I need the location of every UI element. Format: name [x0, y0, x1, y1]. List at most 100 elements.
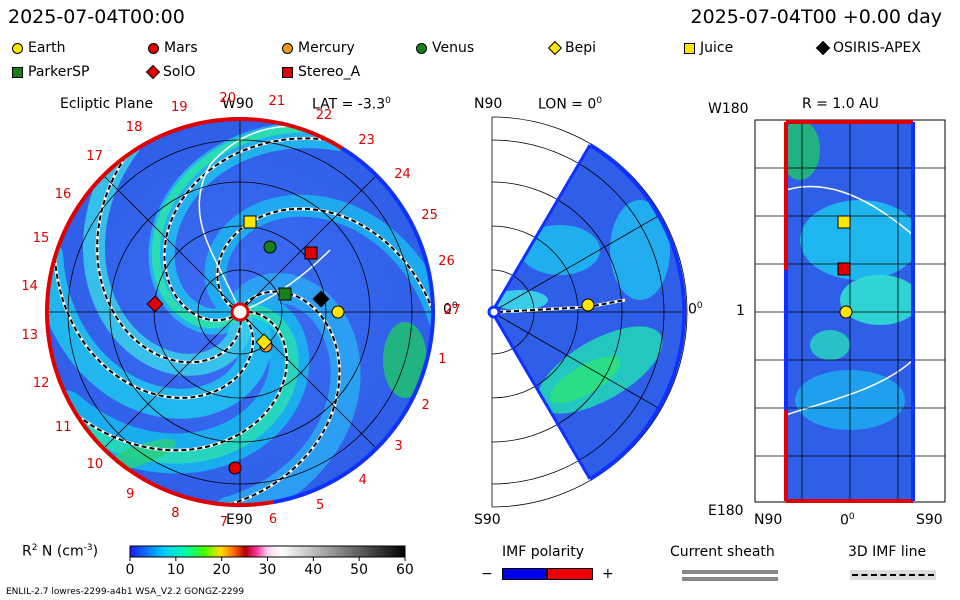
carrington-label: 20 [219, 91, 236, 107]
legend-label: Earth [28, 40, 66, 56]
grid-spoke [492, 311, 661, 410]
carrington-label: 16 [54, 186, 72, 202]
density-band [520, 225, 600, 275]
juice-marker [837, 215, 851, 229]
carrington-label: 9 [126, 486, 135, 502]
imf-line [60, 310, 288, 452]
imf-negative-swatch [502, 568, 547, 580]
stereo-a-marker [304, 246, 318, 260]
carrington-label: 11 [54, 419, 72, 435]
legend-osiris-apex: OSIRIS-APEX [815, 40, 921, 56]
carrington-label: 19 [170, 99, 188, 115]
mars-marker [228, 461, 242, 475]
carrington-label: 21 [268, 94, 286, 110]
grid-ring [491, 116, 688, 508]
imf-plus: + [602, 566, 614, 582]
boundary-positive-arc [173, 117, 344, 151]
density-band [47, 240, 271, 419]
boundary-edge [490, 144, 592, 313]
legend-mars: Mars [148, 40, 198, 56]
current-sheath-line [198, 125, 321, 313]
carrington-label: 22 [315, 108, 333, 124]
earth-marker [331, 305, 345, 319]
carrington-label: 27 [444, 303, 461, 318]
colorbar-tick-label: 60 [396, 562, 414, 578]
density-band [610, 200, 670, 300]
legend-label: Mercury [298, 40, 355, 56]
carrington-label: 6 [268, 511, 278, 527]
carrington-label: 2 [421, 398, 430, 414]
legend-label: Stereo_A [298, 64, 361, 80]
boundary-negative-arc [273, 434, 390, 505]
imf-line [163, 137, 348, 322]
current-sheath-swatch-1 [682, 570, 778, 574]
ecliptic-zero-label: 00 [443, 301, 458, 318]
radial-plot [754, 119, 946, 503]
density-band [800, 200, 913, 280]
density-band [492, 290, 548, 310]
carrington-label: 25 [421, 207, 438, 223]
legend-marker-icon [12, 42, 23, 54]
imf-line-title: 3D IMF line [848, 544, 927, 560]
legend-marker-icon [12, 66, 23, 78]
radial-s90-label: S90 [916, 512, 943, 528]
density-band [83, 134, 253, 376]
legend-marker-icon [684, 42, 695, 54]
legend-juice: Juice [684, 40, 733, 56]
current-sheath-title: Current sheath [670, 544, 775, 560]
grid-spoke [492, 214, 661, 313]
carrington-label: 15 [32, 230, 50, 246]
legend-mercury: Mercury [282, 40, 355, 56]
density-band [204, 194, 433, 332]
boundary-edge [490, 311, 592, 480]
s90-label: S90 [474, 512, 501, 528]
carrington-label: 3 [394, 439, 403, 455]
imf-positive-swatch [547, 568, 593, 580]
w180-label: W180 [708, 101, 749, 117]
carrington-label: 26 [438, 253, 455, 269]
current-sheath-line [786, 185, 913, 236]
legend-stereo-a: Stereo_A [282, 64, 360, 80]
colorbar-tick-label: 50 [350, 562, 368, 578]
date-right: 2025-07-04T00 +0.00 day [690, 6, 942, 28]
meridional-zero-label: 00 [688, 301, 703, 318]
legend-label: Mars [164, 40, 198, 56]
legend-label: Bepi [565, 40, 596, 56]
radial-n90-label: N90 [754, 512, 783, 528]
legend-earth: Earth [12, 40, 66, 56]
boundary-positive-arc [45, 128, 175, 496]
colorbar-tick-label: 20 [212, 562, 231, 578]
radius-label: R = 1.0 AU [802, 96, 879, 112]
carrington-label: 23 [358, 132, 375, 148]
imf-line [53, 236, 254, 399]
density-background [492, 145, 685, 479]
radial-zero-label: 00 [840, 512, 855, 529]
imf-line [216, 207, 433, 332]
parkersp-marker [278, 287, 292, 301]
legend-venus: Venus [416, 40, 474, 56]
carrington-label: 18 [125, 119, 143, 135]
legend-solo: SolO [145, 64, 195, 80]
n90-label: N90 [474, 96, 503, 112]
density-band [213, 273, 361, 505]
carrington-label: 5 [316, 497, 325, 513]
imf-line [208, 290, 341, 505]
imf-minus: − [481, 566, 493, 582]
carrington-label: 4 [358, 473, 367, 489]
juice-marker [243, 215, 257, 229]
colorbar-tick-label: 0 [125, 562, 135, 578]
density-band [840, 275, 913, 325]
legend-bepi: Bepi [547, 40, 596, 56]
carrington-label: 13 [21, 327, 38, 343]
date-left: 2025-07-04T00:00 [8, 6, 185, 28]
legend-parkersp: ParkerSP [12, 64, 89, 80]
legend-marker-icon [282, 42, 293, 54]
colorbar-tick-label: 40 [304, 562, 323, 578]
legend-label: ParkerSP [28, 64, 90, 80]
lat-label: LAT = -3.30 [312, 96, 391, 113]
density-peak [549, 356, 621, 404]
legend-label: Venus [432, 40, 475, 56]
imf-line [96, 139, 242, 364]
w90-label: W90 [222, 96, 254, 112]
